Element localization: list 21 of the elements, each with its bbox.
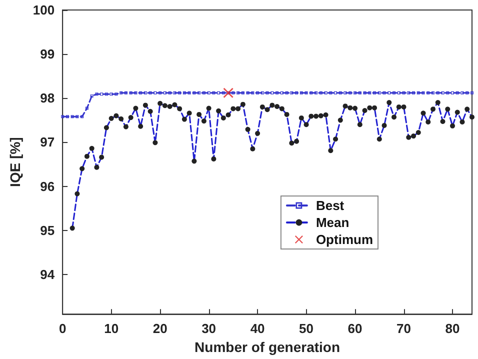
x-axis-title: Number of generation bbox=[194, 339, 340, 355]
legend-label: Mean bbox=[316, 215, 350, 230]
y-axis-title: IQE [%] bbox=[7, 137, 23, 187]
y-tick-label: 94 bbox=[40, 266, 56, 282]
y-tick-label: 99 bbox=[40, 46, 55, 62]
x-tick-label: 30 bbox=[202, 321, 216, 336]
x-tick-label: 60 bbox=[348, 321, 362, 336]
legend-label: Best bbox=[316, 198, 345, 213]
x-tick-label: 70 bbox=[396, 321, 411, 336]
y-tick-label: 96 bbox=[40, 178, 55, 194]
x-tick-label: 40 bbox=[250, 321, 265, 336]
x-tick-label: 10 bbox=[104, 321, 119, 336]
legend-label: Optimum bbox=[316, 232, 374, 247]
y-tick-label: 98 bbox=[40, 90, 55, 106]
x-tick-label: 80 bbox=[445, 321, 460, 336]
y-tick-label: 95 bbox=[40, 222, 55, 238]
y-tick-label: 97 bbox=[40, 134, 55, 150]
x-tick-label: 0 bbox=[58, 321, 66, 336]
x-tick-label: 50 bbox=[299, 321, 314, 336]
x-tick-label: 20 bbox=[152, 321, 168, 336]
y-tick-label: 100 bbox=[32, 2, 55, 18]
